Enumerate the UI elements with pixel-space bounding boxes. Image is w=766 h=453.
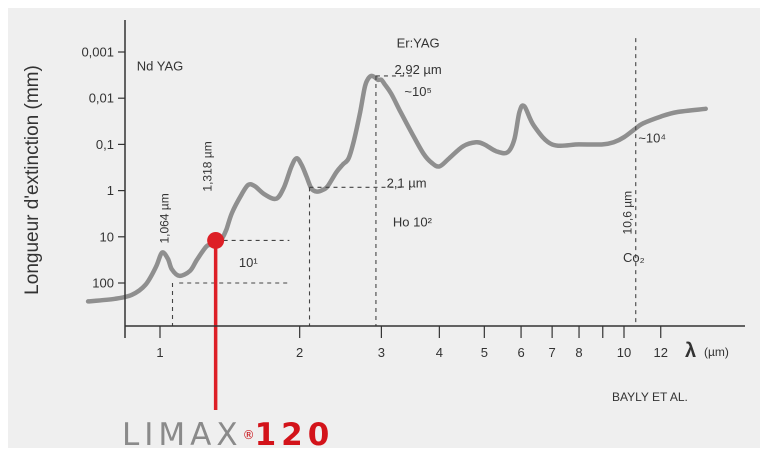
annotation: Er:YAG [397, 36, 440, 51]
logo-registered-mark: ® [242, 428, 255, 442]
y-tick-label: 0,1 [96, 137, 114, 152]
x-tick-label: 8 [575, 345, 582, 360]
annotation: 10¹ [239, 255, 258, 270]
reference-line-label: 10,6 µm [621, 191, 635, 235]
y-tick-label: 0,01 [89, 91, 114, 106]
y-tick-label: 1 [107, 183, 114, 198]
x-tick-label: 4 [436, 345, 443, 360]
annotation: ~10⁵ [404, 84, 431, 99]
x-tick-label: 1 [156, 345, 163, 360]
annotation: Nd YAG [137, 58, 183, 73]
x-tick-label: 12 [654, 345, 668, 360]
x-axis-unit: (µm) [704, 345, 729, 359]
source-credit: BAYLY ET AL. [612, 390, 688, 404]
chart-panel: 1 2 3 4 5 6 7 8 10 12 0,001 0,01 0,1 1 10 100 1,064 µm 1… [8, 8, 760, 448]
x-tick-label: 5 [481, 345, 488, 360]
y-tick-label: 100 [92, 276, 114, 291]
y-tick-label: 0,001 [81, 45, 114, 60]
x-axis-symbol: λ [685, 340, 696, 362]
logo-number: 120 [254, 417, 335, 453]
x-tick-label: 3 [378, 345, 385, 360]
y-tick-label: 10 [100, 229, 114, 244]
reference-line-label: 1,064 µm [158, 193, 172, 243]
reference-line-label: 1,318 µm [201, 141, 215, 191]
annotation: Co₂ [623, 250, 645, 265]
marker-dot [207, 231, 225, 249]
annotation: 2,92 µm [395, 62, 442, 77]
x-tick-label: 2 [296, 345, 303, 360]
annotation: Ho 10² [393, 215, 433, 230]
annotation: ~10⁴ [638, 130, 666, 145]
x-tick-label: 6 [517, 345, 524, 360]
limax-logo: LIMAX®120 [122, 417, 334, 453]
x-tick-label: 7 [549, 345, 556, 360]
annotation: 2,1 µm [387, 175, 427, 190]
logo-word: LIMAX [122, 417, 243, 453]
y-axis-title: Longueur d'extinction (mm) [22, 65, 43, 295]
x-tick-label: 10 [617, 345, 631, 360]
